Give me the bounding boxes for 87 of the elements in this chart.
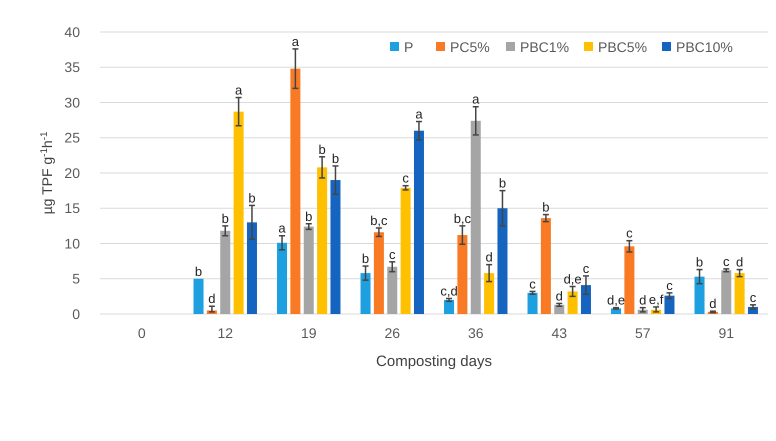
- legend-label: PBC5%: [598, 38, 648, 55]
- data-label: a: [234, 82, 243, 98]
- y-tick-label: 15: [64, 200, 80, 216]
- data-label: c: [666, 278, 674, 293]
- y-tick-label: 25: [64, 130, 80, 146]
- legend-label: PC5%: [450, 38, 490, 55]
- legend-label: P: [404, 38, 414, 55]
- bar: [624, 246, 634, 314]
- x-tick-label: 57: [634, 325, 651, 341]
- data-label: d: [208, 291, 216, 306]
- data-label: a: [415, 106, 424, 122]
- data-label: c,d: [440, 283, 458, 298]
- data-label: e,f: [648, 292, 664, 307]
- bar: [484, 273, 494, 314]
- data-label: c: [626, 226, 634, 241]
- data-label: d,e: [564, 272, 582, 287]
- data-label: d: [736, 254, 744, 270]
- data-label: b: [696, 254, 704, 270]
- legend-label: PBC10%: [676, 38, 733, 55]
- data-label: a: [472, 92, 480, 107]
- x-tick-label: 43: [551, 325, 568, 341]
- bar: [734, 273, 745, 314]
- data-label: b: [305, 208, 312, 224]
- data-label: c: [389, 246, 396, 262]
- y-tick-label: 0: [72, 306, 80, 322]
- data-label: a: [278, 220, 286, 236]
- data-label: b: [498, 176, 506, 191]
- bar: [330, 180, 340, 314]
- bar: [457, 235, 468, 314]
- bar: [721, 270, 732, 314]
- bar: [374, 232, 384, 314]
- bar: [317, 167, 328, 314]
- data-label: b,c: [454, 210, 472, 226]
- data-label: b: [248, 190, 256, 206]
- data-label: c: [750, 290, 757, 305]
- bar: [444, 300, 454, 314]
- data-label: b: [222, 210, 229, 226]
- bar: [277, 242, 288, 314]
- bar: [554, 304, 564, 314]
- x-tick-label: 91: [718, 325, 734, 341]
- data-label: d: [709, 296, 717, 312]
- y-tick-label: 40: [64, 24, 80, 40]
- y-tick-label: 10: [64, 235, 80, 252]
- data-label: b,c: [370, 212, 388, 228]
- bar: [470, 120, 481, 314]
- bar: [290, 68, 300, 314]
- data-label: d,e: [606, 292, 626, 308]
- bar: [360, 273, 371, 314]
- bar: [528, 292, 538, 314]
- data-label: b: [332, 150, 340, 166]
- data-label: b: [542, 200, 550, 215]
- bar: [387, 266, 398, 314]
- data-label: b: [362, 251, 370, 266]
- bar: [664, 296, 674, 314]
- data-label: d: [639, 292, 646, 308]
- y-tick-label: 5: [72, 270, 80, 287]
- bar: [568, 291, 578, 314]
- data-label: d: [485, 250, 493, 265]
- x-tick-label: 26: [384, 325, 400, 341]
- legend-label: PBC1%: [520, 38, 570, 55]
- data-label: c: [402, 170, 410, 186]
- data-label: b: [318, 142, 326, 157]
- data-label: a: [292, 34, 300, 49]
- data-label: c: [723, 254, 730, 269]
- x-tick-label: 36: [468, 325, 484, 341]
- y-tick-label: 20: [64, 164, 80, 181]
- y-tick-label: 35: [64, 59, 80, 76]
- bar: [414, 130, 424, 314]
- bar: [194, 278, 204, 314]
- data-label: d: [556, 288, 563, 304]
- bar: [400, 188, 411, 314]
- data-label: b: [194, 264, 202, 279]
- bar: [580, 285, 591, 314]
- bar: [540, 218, 551, 314]
- bar: [246, 222, 257, 314]
- x-tick-label: 12: [217, 325, 234, 341]
- data-label: c: [529, 276, 536, 292]
- x-tick-label: 19: [300, 325, 317, 341]
- bar: [497, 208, 508, 314]
- bar: [304, 226, 314, 314]
- data-label: c: [582, 260, 590, 276]
- x-tick-label: 0: [138, 325, 146, 341]
- y-tick-label: 30: [64, 94, 80, 110]
- x-axis-title: Composting days: [376, 353, 492, 370]
- bar: [694, 276, 705, 314]
- bar: [220, 230, 230, 314]
- bar: [234, 112, 244, 314]
